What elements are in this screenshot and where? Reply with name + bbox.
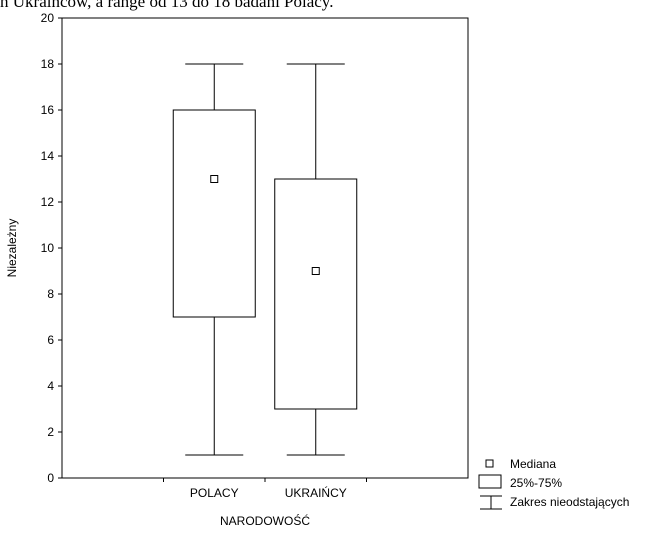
x-axis-label: NARODOWOŚĆ — [220, 513, 310, 528]
legend-box-swatch — [478, 474, 502, 489]
y-tick-label: 10 — [41, 241, 55, 255]
y-axis-label: Niezależny — [5, 219, 19, 278]
y-tick-label: 14 — [41, 149, 55, 163]
box-group — [172, 63, 256, 456]
legend: Mediana 25%-75% Zakres nieodstających — [478, 457, 629, 510]
x-tick-label: POLACY — [190, 486, 239, 500]
iqr-box — [274, 178, 358, 410]
y-tick-label: 4 — [47, 379, 54, 393]
top-caption: ń Ukraińców, a range od 13 do 18 badani … — [0, 0, 334, 11]
median-marker — [311, 267, 320, 275]
x-tick-label: UKRAIŃCY — [285, 485, 347, 500]
y-axis: 0 2 4 6 8 10 12 14 16 18 20 — [41, 11, 62, 485]
y-tick-label: 6 — [47, 333, 54, 347]
legend-label-whisker: Zakres nieodstających — [510, 495, 629, 509]
legend-whisker-swatch — [480, 495, 502, 510]
legend-label-mediana: Mediana — [510, 457, 556, 471]
boxes-layer — [172, 63, 358, 456]
x-axis: POLACY UKRAIŃCY — [163, 478, 367, 500]
y-tick-label: 20 — [41, 11, 55, 25]
y-tick-label: 8 — [47, 287, 54, 301]
plot-area-frame — [61, 17, 469, 479]
y-tick-label: 2 — [47, 425, 54, 439]
y-tick-label: 12 — [41, 195, 55, 209]
y-tick-label: 0 — [47, 471, 54, 485]
iqr-box — [172, 109, 256, 318]
legend-label-iqr: 25%-75% — [510, 476, 562, 490]
box-group — [274, 63, 358, 456]
median-marker — [210, 175, 219, 183]
y-tick-label: 18 — [41, 57, 55, 71]
y-tick-label: 16 — [41, 103, 55, 117]
legend-median-swatch — [485, 459, 494, 468]
